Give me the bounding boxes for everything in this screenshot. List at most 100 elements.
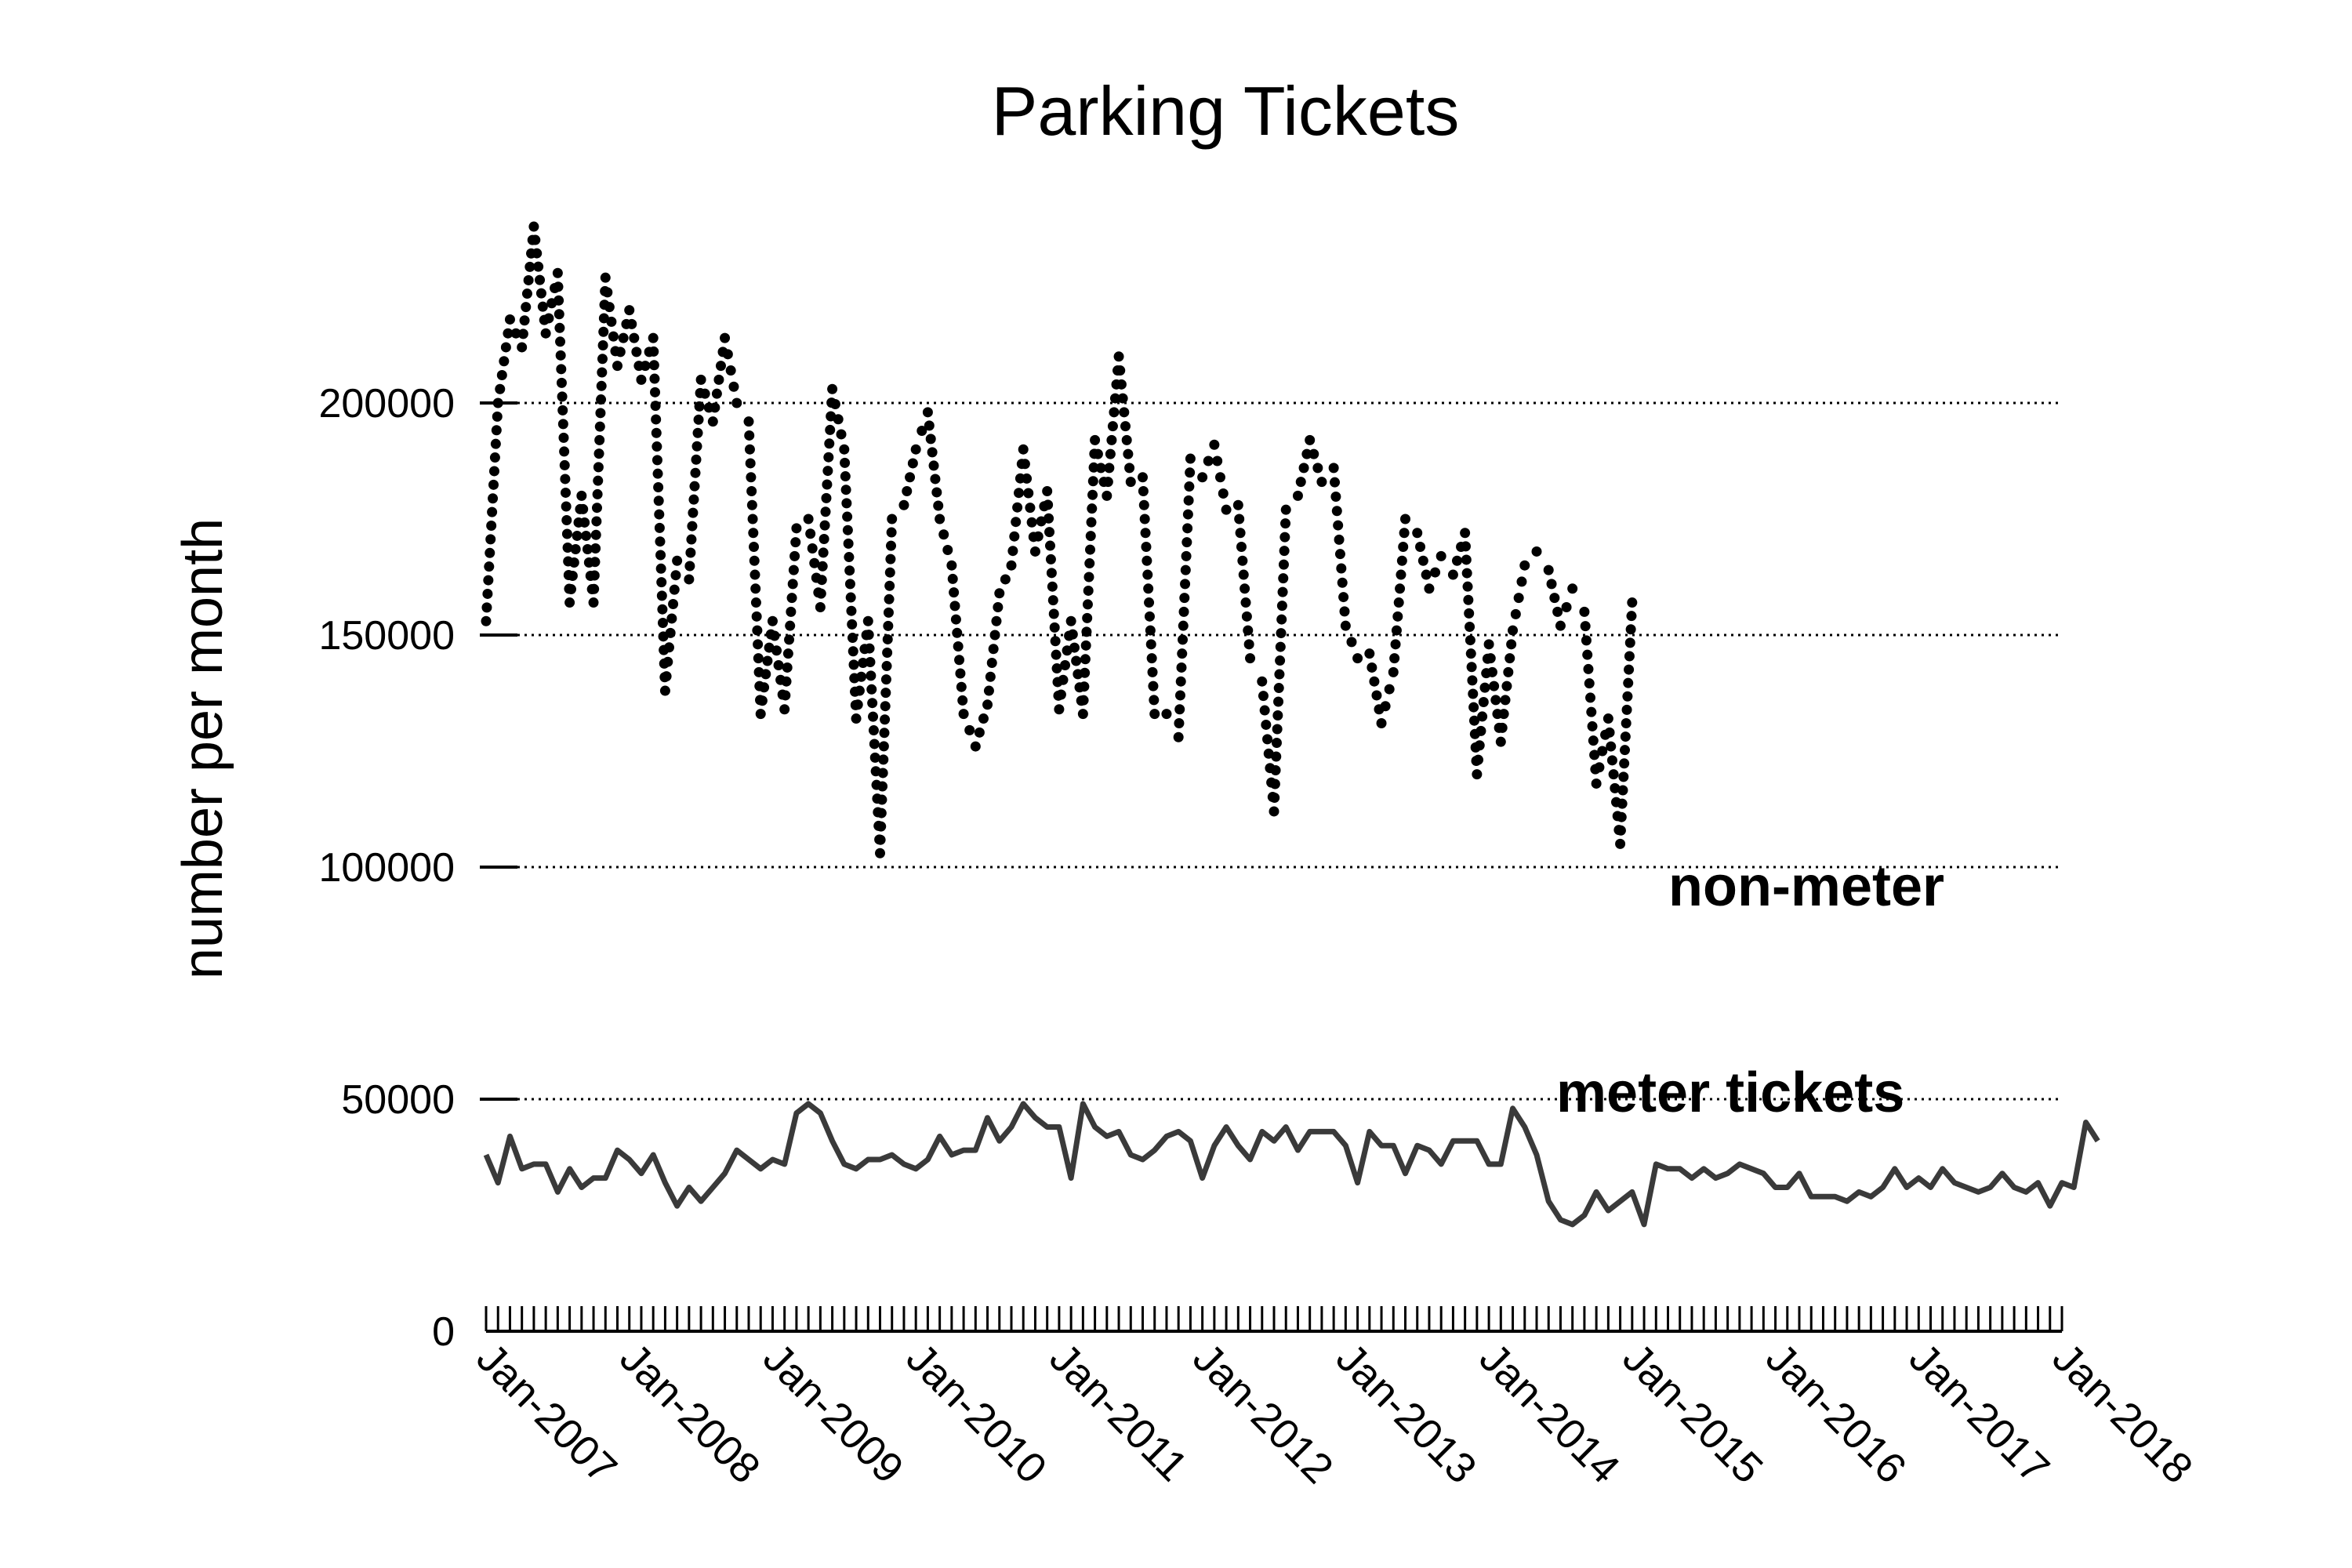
line-dot: [1051, 649, 1062, 660]
line-dot: [1333, 520, 1344, 531]
line-dot: [749, 542, 760, 553]
y-tick-label: 50000: [341, 1077, 455, 1123]
line-dot: [907, 458, 918, 469]
line-dot: [1552, 606, 1563, 617]
x-tick-label: Jan-2017: [1900, 1334, 2059, 1493]
x-tick-label: Jan-2015: [1613, 1334, 1772, 1493]
data-point: [1316, 477, 1327, 488]
data-point: [1483, 639, 1494, 650]
line-dot: [1051, 663, 1062, 674]
line-dot: [657, 604, 668, 615]
line-dot: [789, 550, 800, 561]
line-dot: [876, 808, 887, 818]
line-dot: [841, 498, 852, 509]
line-dot: [568, 557, 579, 568]
line-dot: [1620, 731, 1631, 742]
line-dot: [1477, 711, 1488, 722]
data-point: [1029, 546, 1040, 557]
data-point: [588, 597, 599, 608]
line-dot: [1338, 592, 1349, 603]
line-dot: [669, 584, 680, 595]
line-dot: [1617, 785, 1628, 796]
line-dot: [555, 350, 566, 361]
line-dot: [1580, 621, 1591, 632]
line-dot: [655, 563, 666, 574]
line-dot: [933, 500, 944, 511]
line-dot: [1214, 472, 1225, 483]
line-dot: [924, 420, 935, 431]
line-dot: [1079, 681, 1090, 692]
line-dot: [594, 434, 605, 445]
line-dot: [594, 421, 605, 432]
line-dot: [1430, 567, 1441, 578]
line-dot: [807, 543, 818, 554]
line-dot: [1336, 563, 1347, 574]
line-dot: [1237, 555, 1248, 566]
data-point: [720, 332, 731, 343]
line-dot: [1589, 750, 1600, 760]
line-dot: [983, 685, 994, 696]
line-dot: [589, 583, 600, 594]
line-dot: [567, 571, 578, 582]
data-point: [887, 514, 898, 524]
line-dot: [1212, 456, 1223, 466]
line-dot: [1276, 628, 1287, 639]
line-dot: [1619, 758, 1630, 769]
line-dot: [1078, 695, 1089, 706]
line-dot: [1308, 448, 1319, 459]
line-dot: [558, 432, 569, 443]
line-dot: [484, 561, 495, 572]
line-dot: [876, 821, 887, 832]
line-dot: [1142, 569, 1153, 580]
line-dot: [1082, 599, 1093, 610]
line-dot: [884, 593, 895, 604]
line-dot: [1240, 597, 1251, 608]
line-dot: [1234, 514, 1245, 524]
line-dot: [521, 302, 532, 313]
line-dot: [1080, 654, 1091, 665]
line-dot: [1500, 695, 1511, 706]
line-dot: [1014, 488, 1025, 499]
line-dot: [535, 274, 546, 285]
line-dot: [654, 509, 665, 520]
line-dot: [722, 349, 733, 360]
line-dot: [762, 655, 773, 666]
line-dot: [1581, 635, 1592, 646]
line-dot: [517, 328, 528, 339]
line-dot: [1176, 662, 1187, 673]
line-dot: [1616, 811, 1627, 822]
data-point: [600, 272, 611, 283]
line-dot: [1278, 573, 1289, 584]
annotations: non-meter meter tickets: [1556, 855, 1944, 1124]
data-point: [1161, 709, 1172, 720]
line-dot: [843, 538, 854, 549]
line-dot: [1618, 771, 1629, 782]
data-point: [1232, 499, 1243, 510]
line-dot: [691, 441, 702, 452]
line-dot: [1144, 611, 1155, 622]
line-dot: [1474, 740, 1485, 751]
data-point: [779, 704, 790, 715]
line-dot: [744, 430, 755, 441]
line-dot: [1271, 751, 1282, 762]
line-dot: [654, 522, 665, 533]
data-point: [1077, 709, 1088, 720]
line-dot: [1117, 393, 1128, 404]
data-point: [1460, 528, 1471, 539]
line-dot: [1009, 531, 1020, 542]
line-dot: [957, 695, 968, 706]
line-dot: [486, 521, 497, 532]
line-dot: [1621, 704, 1632, 715]
line-dot: [557, 419, 568, 430]
data-point: [1125, 477, 1136, 488]
line-dot: [555, 336, 566, 347]
line-dot: [1625, 624, 1636, 635]
data-point: [982, 699, 993, 710]
line-dot: [561, 514, 572, 525]
line-dot: [556, 377, 567, 388]
line-dot: [604, 302, 615, 313]
line-dot: [572, 530, 583, 541]
line-dot: [1468, 702, 1479, 713]
line-dot: [829, 398, 840, 409]
line-dot: [1055, 689, 1066, 700]
